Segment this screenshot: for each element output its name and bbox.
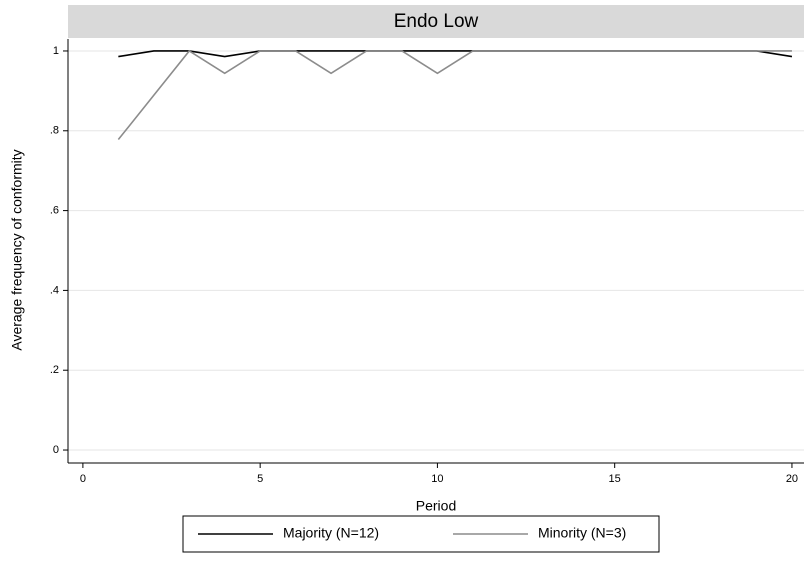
y-tick-label: .2 [50, 364, 59, 376]
legend-label: Majority (N=12) [283, 525, 379, 541]
y-tick-label: .6 [50, 205, 59, 217]
x-tick-label: 10 [431, 473, 443, 485]
y-tick-label: 0 [53, 444, 59, 456]
y-tick-label: 1 [53, 45, 59, 57]
series-line [118, 50, 793, 58]
title-bar [68, 5, 804, 38]
x-tick-label: 0 [80, 473, 86, 485]
legend-label: Minority (N=3) [538, 525, 626, 541]
y-tick-label: .4 [50, 284, 59, 296]
x-axis-label: Period [416, 498, 456, 514]
y-tick-label: .8 [50, 125, 59, 137]
chart-title: Endo Low [394, 11, 479, 32]
x-tick-label: 20 [786, 473, 798, 485]
series-line [117, 49, 792, 141]
y-axis-label: Average frequency of conformity [9, 149, 25, 350]
x-tick-label: 15 [609, 473, 621, 485]
x-tick-label: 5 [257, 473, 263, 485]
